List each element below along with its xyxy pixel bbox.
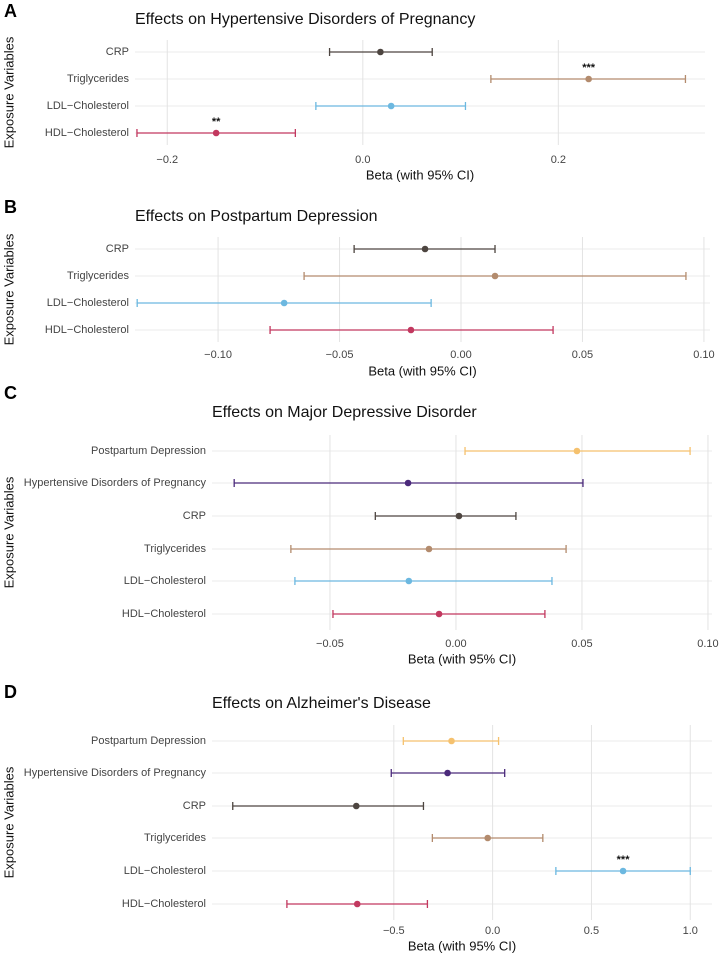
x-tick-label: 0.10 — [693, 349, 714, 361]
x-axis-title: Beta (with 95% CI) — [368, 363, 476, 378]
significance-label: ** — [212, 116, 221, 128]
y-tick-label: HDL−Cholesterol — [122, 608, 206, 620]
point — [404, 479, 412, 487]
y-tick-label: Triglycerides — [67, 73, 129, 85]
y-tick-label: CRP — [106, 243, 129, 255]
error-bar — [374, 512, 517, 520]
y-tick-label: Triglycerides — [67, 270, 129, 282]
point — [448, 737, 455, 745]
y-axis-title: Exposure Variables — [1, 476, 16, 588]
y-tick-label: Hypertensive Disorders of Pregnancy — [24, 767, 207, 779]
point — [353, 900, 361, 908]
y-tick-label: Postpartum Depression — [91, 735, 206, 747]
point — [444, 769, 451, 777]
x-tick-label: 0.2 — [551, 154, 566, 166]
y-tick-label: Postpartum Depression — [91, 445, 206, 457]
x-tick-label: 0.5 — [584, 925, 599, 937]
point — [387, 102, 395, 110]
significance-label: *** — [582, 62, 596, 74]
panel-letter: C — [4, 383, 17, 403]
x-tick-label: 0.05 — [571, 638, 592, 650]
x-tick-label: −0.2 — [156, 154, 178, 166]
point — [435, 610, 443, 618]
y-tick-label: Triglycerides — [144, 543, 206, 555]
y-axis-title: Exposure Variables — [1, 36, 16, 148]
point — [455, 512, 463, 520]
panel-letter: D — [4, 682, 17, 702]
point — [407, 326, 415, 334]
y-tick-label: LDL−Cholesterol — [124, 865, 206, 877]
chart-title: Effects on Hypertensive Disorders of Pre… — [135, 11, 475, 28]
point — [405, 577, 413, 585]
point — [212, 129, 220, 137]
point — [573, 447, 581, 455]
significance-label: *** — [617, 854, 631, 866]
chart-title: Effects on Alzheimer's Disease — [212, 695, 431, 712]
y-tick-label: LDL−Cholesterol — [47, 297, 129, 309]
point — [377, 48, 384, 56]
point — [491, 272, 499, 280]
point — [280, 299, 288, 307]
y-tick-label: CRP — [183, 510, 206, 522]
x-axis-title: Beta (with 95% CI) — [408, 938, 516, 953]
y-tick-label: LDL−Cholesterol — [47, 100, 129, 112]
x-tick-label: 1.0 — [683, 925, 698, 937]
x-axis-title: Beta (with 95% CI) — [408, 651, 516, 666]
x-tick-label: −0.10 — [204, 349, 232, 361]
y-tick-label: HDL−Cholesterol — [45, 324, 129, 336]
panel-letter: A — [4, 1, 17, 21]
y-tick-label: CRP — [106, 46, 129, 58]
x-tick-label: 0.0 — [355, 154, 370, 166]
error-bar — [232, 802, 425, 810]
point — [619, 867, 627, 875]
panel-letter: B — [4, 197, 17, 217]
point — [585, 75, 592, 83]
x-tick-label: 0.00 — [450, 349, 471, 361]
y-axis-title: Exposure Variables — [1, 233, 16, 345]
x-tick-label: 0.00 — [445, 638, 466, 650]
y-tick-label: LDL−Cholesterol — [124, 575, 206, 587]
x-axis-title: Beta (with 95% CI) — [366, 167, 474, 182]
y-tick-label: HDL−Cholesterol — [45, 127, 129, 139]
x-tick-label: 0.0 — [485, 925, 500, 937]
chart-title: Effects on Postpartum Depression — [135, 208, 378, 225]
point — [421, 245, 429, 253]
point — [352, 802, 360, 810]
point — [425, 545, 433, 553]
x-tick-label: −0.5 — [383, 925, 405, 937]
x-tick-label: −0.05 — [316, 638, 344, 650]
x-tick-label: 0.10 — [697, 638, 718, 650]
chart-title: Effects on Major Depressive Disorder — [212, 404, 477, 421]
x-tick-label: 0.05 — [572, 349, 593, 361]
y-axis-title: Exposure Variables — [1, 766, 16, 878]
error-bar — [294, 577, 553, 585]
y-tick-label: HDL−Cholesterol — [122, 898, 206, 910]
x-tick-label: −0.05 — [326, 349, 354, 361]
y-tick-label: CRP — [183, 800, 206, 812]
y-tick-label: Triglycerides — [144, 832, 206, 844]
point — [484, 834, 491, 842]
y-tick-label: Hypertensive Disorders of Pregnancy — [24, 477, 207, 489]
